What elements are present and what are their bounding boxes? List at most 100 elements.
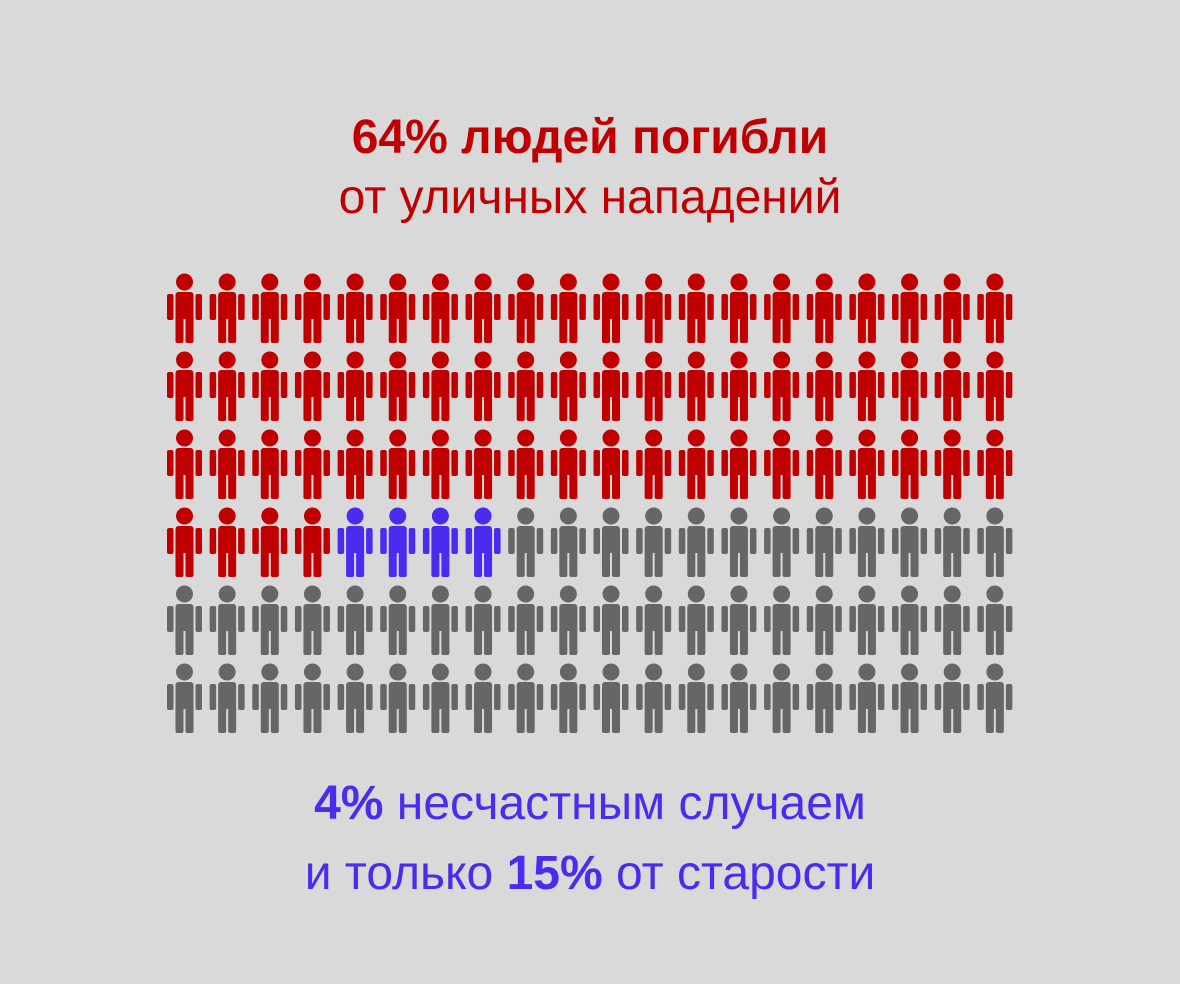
person-icon [294, 507, 330, 577]
person-icon [892, 273, 928, 343]
person-icon [977, 585, 1013, 655]
person-icon [508, 429, 544, 499]
person-icon [337, 585, 373, 655]
person-icon [977, 351, 1013, 421]
person-icon [721, 351, 757, 421]
person-icon [764, 585, 800, 655]
person-icon [465, 663, 501, 733]
person-icon [849, 273, 885, 343]
person-icon [593, 273, 629, 343]
old-age-label: от старости [602, 847, 876, 900]
old-age-percent: 15% [506, 847, 603, 900]
person-icon [849, 507, 885, 577]
person-icon [550, 429, 586, 499]
person-icon [721, 585, 757, 655]
person-icon [892, 429, 928, 499]
person-icon [209, 507, 245, 577]
person-icon [380, 429, 416, 499]
person-icon [636, 663, 672, 733]
chart-subtitle: от уличных нападений [338, 171, 842, 224]
person-icon [209, 429, 245, 499]
person-icon [678, 585, 714, 655]
person-icon [678, 663, 714, 733]
person-icon [892, 663, 928, 733]
person-icon [636, 429, 672, 499]
person-icon [508, 507, 544, 577]
person-icon [849, 585, 885, 655]
person-icon [550, 273, 586, 343]
person-icon [764, 351, 800, 421]
person-icon [508, 351, 544, 421]
person-icon [678, 429, 714, 499]
accidents-label: несчастным случаем [383, 777, 866, 830]
person-icon [934, 507, 970, 577]
person-icon [422, 585, 458, 655]
person-icon [209, 663, 245, 733]
person-icon [849, 351, 885, 421]
person-icon [465, 507, 501, 577]
person-icon [252, 585, 288, 655]
person-icon [934, 585, 970, 655]
person-icon [252, 663, 288, 733]
person-icon [380, 273, 416, 343]
person-icon [550, 585, 586, 655]
person-icon [252, 507, 288, 577]
person-icon [636, 507, 672, 577]
person-icon [167, 429, 202, 499]
person-icon [550, 507, 586, 577]
person-icon [934, 273, 970, 343]
person-icon [422, 429, 458, 499]
person-icon [294, 585, 330, 655]
person-icon [636, 585, 672, 655]
person-icon [636, 351, 672, 421]
person-icon [167, 585, 202, 655]
person-icon [337, 429, 373, 499]
person-icon [380, 663, 416, 733]
person-icon [849, 429, 885, 499]
person-icon [380, 351, 416, 421]
person-icon [550, 663, 586, 733]
person-icon [337, 507, 373, 577]
person-icon [678, 507, 714, 577]
person-icon [337, 273, 373, 343]
person-icon [892, 507, 928, 577]
caption-old-age: и только 15% от старости [0, 843, 1180, 905]
person-icon [849, 663, 885, 733]
person-icon [465, 585, 501, 655]
person-icon [806, 585, 842, 655]
person-icon [294, 663, 330, 733]
person-icon [721, 273, 757, 343]
person-icon [806, 507, 842, 577]
person-icon [977, 429, 1013, 499]
person-icon [550, 351, 586, 421]
person-icon [508, 663, 544, 733]
person-icon [422, 273, 458, 343]
person-icon [678, 273, 714, 343]
person-icon [380, 507, 416, 577]
person-icon [422, 663, 458, 733]
person-icon [636, 273, 672, 343]
person-icon [337, 351, 373, 421]
person-icon [764, 663, 800, 733]
person-icon [508, 585, 544, 655]
person-icon [721, 429, 757, 499]
person-icon [380, 585, 416, 655]
person-icon [337, 663, 373, 733]
person-icon [806, 429, 842, 499]
person-icon [721, 663, 757, 733]
person-icon [252, 351, 288, 421]
person-icon [934, 663, 970, 733]
person-icon [252, 273, 288, 343]
person-icon [764, 507, 800, 577]
person-icon [252, 429, 288, 499]
person-icon [593, 507, 629, 577]
person-icon [892, 351, 928, 421]
person-icon [422, 351, 458, 421]
person-icon [593, 585, 629, 655]
person-icon [294, 273, 330, 343]
person-icon [209, 351, 245, 421]
person-icon [294, 351, 330, 421]
person-icon [764, 273, 800, 343]
person-icon [892, 585, 928, 655]
